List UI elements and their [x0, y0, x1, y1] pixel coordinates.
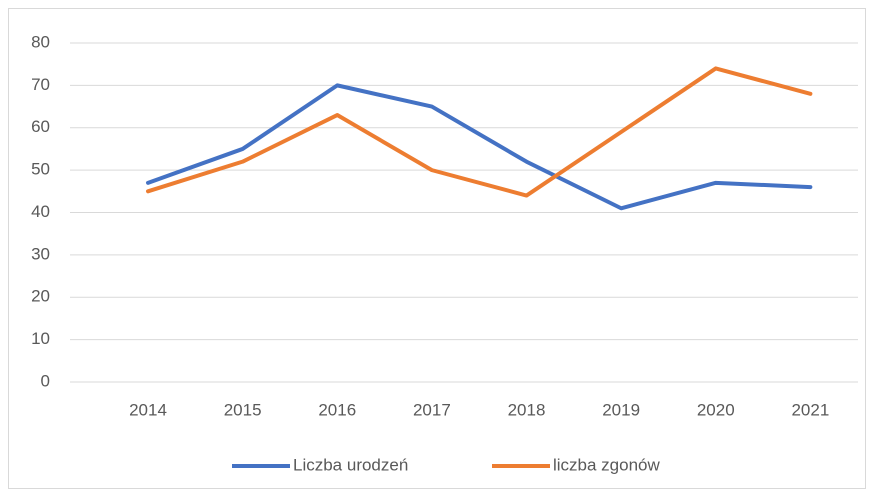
- y-tick-label: 80: [31, 32, 50, 51]
- series-line: [146, 83, 813, 211]
- x-tick-label: 2017: [413, 400, 451, 419]
- y-tick-label: 0: [41, 371, 50, 390]
- x-tick-label: 2019: [602, 400, 640, 419]
- y-tick-label: 70: [31, 75, 50, 94]
- y-tick-label: 10: [31, 329, 50, 348]
- y-tick-label: 20: [31, 287, 50, 306]
- x-tick-label: 2014: [129, 400, 167, 419]
- y-tick-label: 30: [31, 244, 50, 263]
- legend-label: liczba zgonów: [553, 455, 661, 474]
- legend-label: Liczba urodzeń: [293, 455, 408, 474]
- x-tick-label: 2016: [318, 400, 356, 419]
- y-tick-label: 50: [31, 160, 50, 179]
- y-tick-label: 60: [31, 117, 50, 136]
- x-tick-label: 2021: [791, 400, 829, 419]
- series-line: [146, 66, 813, 198]
- x-tick-label: 2020: [697, 400, 735, 419]
- y-tick-label: 40: [31, 202, 50, 221]
- x-tick-label: 2015: [224, 400, 262, 419]
- x-tick-label: 2018: [508, 400, 546, 419]
- chart-border: [8, 8, 866, 489]
